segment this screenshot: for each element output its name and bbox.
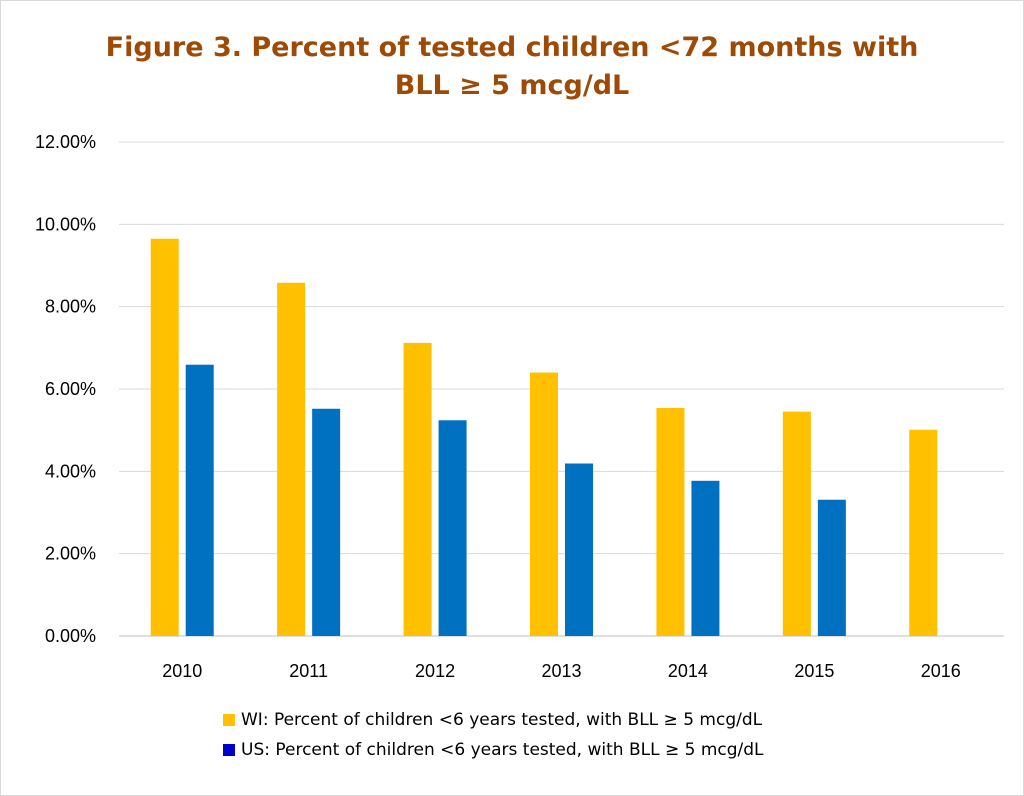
chart-title-line-2: BLL ≥ 5 mcg/dL <box>394 70 630 101</box>
y-tick-label: 2.00% <box>45 544 96 564</box>
x-tick-label: 2013 <box>541 661 581 681</box>
bar-us-2014 <box>691 480 720 636</box>
legend-entry-us: US: Percent of children <6 years tested,… <box>223 735 764 765</box>
bar-wi-2010 <box>150 238 179 636</box>
chart-title: Figure 3. Percent of tested children <72… <box>1 29 1023 105</box>
bar-wi-2011 <box>277 282 306 636</box>
bar-wi-2016 <box>909 429 938 636</box>
bar-chart: 0.00% 2.00% 4.00% 6.00% 8.00% 10.00% 12.00% 201… <box>35 132 1004 681</box>
x-tick-label: 2012 <box>415 661 455 681</box>
bar-us-2011 <box>312 408 341 636</box>
bar-us-2010 <box>185 364 214 636</box>
y-tick-label: 0.00% <box>45 626 96 646</box>
bar-wi-2013 <box>530 372 558 636</box>
legend-swatch-us <box>223 744 235 756</box>
legend-label-us: US: Percent of children <6 years tested,… <box>241 740 764 760</box>
chart-legend: WI: Percent of children <6 years tested,… <box>223 705 764 765</box>
y-tick-label: 4.00% <box>45 461 96 481</box>
x-tick-label: 2016 <box>921 661 961 681</box>
y-tick-label: 8.00% <box>45 297 96 317</box>
legend-label-wi: WI: Percent of children <6 years tested,… <box>241 710 763 730</box>
x-tick-label: 2010 <box>162 661 202 681</box>
bar-wi-2015 <box>782 411 811 636</box>
y-tick-label: 10.00% <box>35 214 96 234</box>
legend-entry-wi: WI: Percent of children <6 years tested,… <box>223 705 764 735</box>
chart-title-line-1: Figure 3. Percent of tested children <72… <box>105 32 919 63</box>
x-tick-label: 2015 <box>794 661 834 681</box>
bar-wi-2014 <box>656 407 685 636</box>
x-tick-label: 2011 <box>289 661 328 681</box>
y-tick-label: 12.00% <box>35 132 96 152</box>
y-tick-label: 6.00% <box>45 379 96 399</box>
bar-wi-2012 <box>403 342 432 636</box>
legend-swatch-wi <box>223 714 235 726</box>
bar-us-2013 <box>565 463 593 636</box>
bar-us-2015 <box>817 499 846 636</box>
x-tick-label: 2014 <box>668 661 708 681</box>
bar-us-2012 <box>438 420 467 636</box>
